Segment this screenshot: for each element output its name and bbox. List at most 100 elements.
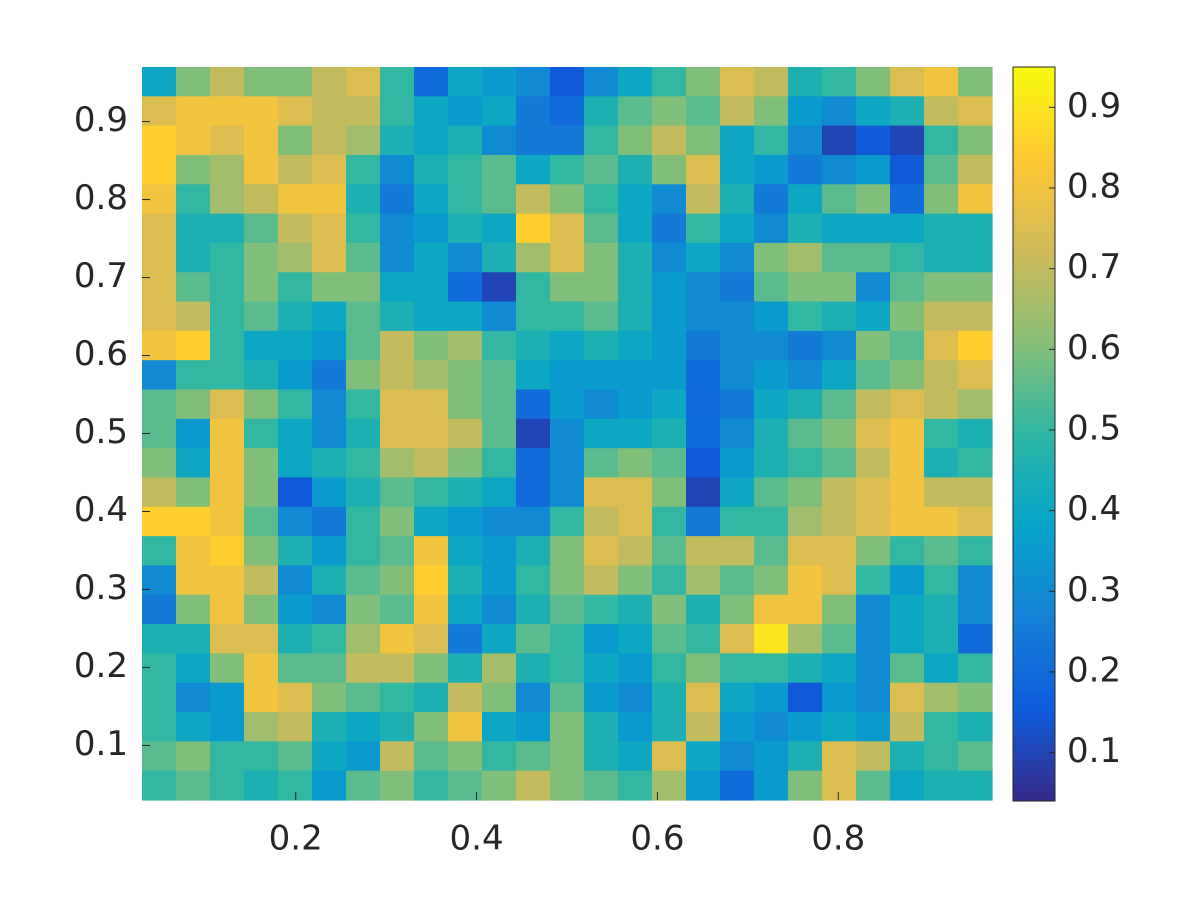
heatmap-cell [516,360,551,391]
axes: 0.2 0.4 0.6 0.8 0.1 0.2 0.3 0.4 0.5 0.6 0.7 0.8 0.9 0… [74,66,1121,859]
heatmap-cell [380,301,415,332]
heatmap-cell [958,741,993,772]
heatmap-cell [720,213,755,244]
heatmap-cell [754,682,789,713]
heatmap-cell [754,741,789,772]
heatmap-cell [686,682,721,713]
heatmap-cell [720,712,755,742]
heatmap-cell [278,624,313,654]
heatmap-cell [822,67,857,97]
heatmap-cell [550,594,585,625]
heatmap-cell [856,360,891,391]
heatmap-cell [448,272,483,303]
heatmap-cell [754,67,789,97]
heatmap-cell [652,154,687,185]
heatmap-cell [482,594,517,625]
heatmap-cell [312,594,347,625]
heatmap-cell [516,565,551,596]
heatmap-cell [822,301,857,332]
heatmap-cell [414,624,449,654]
heatmap-cell [244,653,279,684]
heatmap-cell [856,242,891,273]
heatmap-cell [686,330,721,361]
heatmap-cell [142,154,177,185]
heatmap-cell [720,506,755,537]
heatmap-cell [516,213,551,244]
heatmap-cell [346,125,381,156]
heatmap-cell [618,712,653,742]
colorbar-tick-label: 0.4 [1067,489,1121,529]
heatmap-cell [550,770,585,801]
heatmap-cell [890,125,925,156]
heatmap-cell [312,272,347,303]
heatmap-cell [618,184,653,215]
heatmap-cell [516,448,551,479]
heatmap-cell [584,565,619,596]
heatmap-cell [958,565,993,596]
heatmap-cell [890,653,925,684]
heatmap-cell [652,418,687,449]
heatmap-cell [482,536,517,567]
heatmap-cell [244,213,279,244]
heatmap-cell [380,418,415,449]
heatmap-cell [788,360,823,391]
heatmap-cell [958,213,993,244]
heatmap-cell [652,448,687,479]
heatmap-cell [788,477,823,508]
heatmap-cell [380,389,415,420]
heatmap-cell [380,67,415,97]
heatmap-cell [346,96,381,127]
heatmap-cell [448,741,483,772]
heatmap-cell [380,594,415,625]
heatmap-cell [618,418,653,449]
heatmap-cell [958,184,993,215]
heatmap-cell [720,96,755,127]
heatmap-cell [686,477,721,508]
heatmap-cell [312,389,347,420]
heatmap-cell [822,272,857,303]
heatmap-cell [550,67,585,97]
heatmap-cell [516,389,551,420]
heatmap-cell [584,712,619,742]
heatmap-cell [142,448,177,479]
heatmap-cell [958,594,993,625]
heatmap-cell [550,184,585,215]
heatmap-cell [924,594,959,625]
heatmap-cell [550,272,585,303]
heatmap-cell [414,594,449,625]
colorbar-tick-label: 0.1 [1067,731,1121,771]
heatmap-cell [924,242,959,273]
heatmap-cell [210,506,245,537]
heatmap-cell [312,67,347,97]
heatmap-cell [788,67,823,97]
heatmap-cell [176,96,211,127]
heatmap-cell [244,712,279,742]
heatmap-cell [890,682,925,713]
heatmap-cell [618,741,653,772]
heatmap-cell [856,154,891,185]
heatmap-cell [754,565,789,596]
heatmap-cell [312,682,347,713]
heatmap-cell [890,536,925,567]
heatmap-cell [210,770,245,801]
colorbar-tick-label: 0.6 [1067,328,1121,368]
heatmap-cell [652,653,687,684]
heatmap-cell [584,448,619,479]
heatmap-cell [890,301,925,332]
heatmap-cell [550,624,585,654]
heatmap-cell [856,624,891,654]
heatmap-cell [516,682,551,713]
heatmap-cell [686,67,721,97]
heatmap-cell [176,154,211,185]
heatmap-cell [312,624,347,654]
heatmap-cell [754,154,789,185]
heatmap-cell [584,624,619,654]
heatmap-cell [924,682,959,713]
heatmap-cell [924,741,959,772]
heatmap-cell [584,682,619,713]
heatmap-cell [278,96,313,127]
heatmap-cell [176,594,211,625]
heatmap-cell [958,418,993,449]
heatmap-cell [176,330,211,361]
